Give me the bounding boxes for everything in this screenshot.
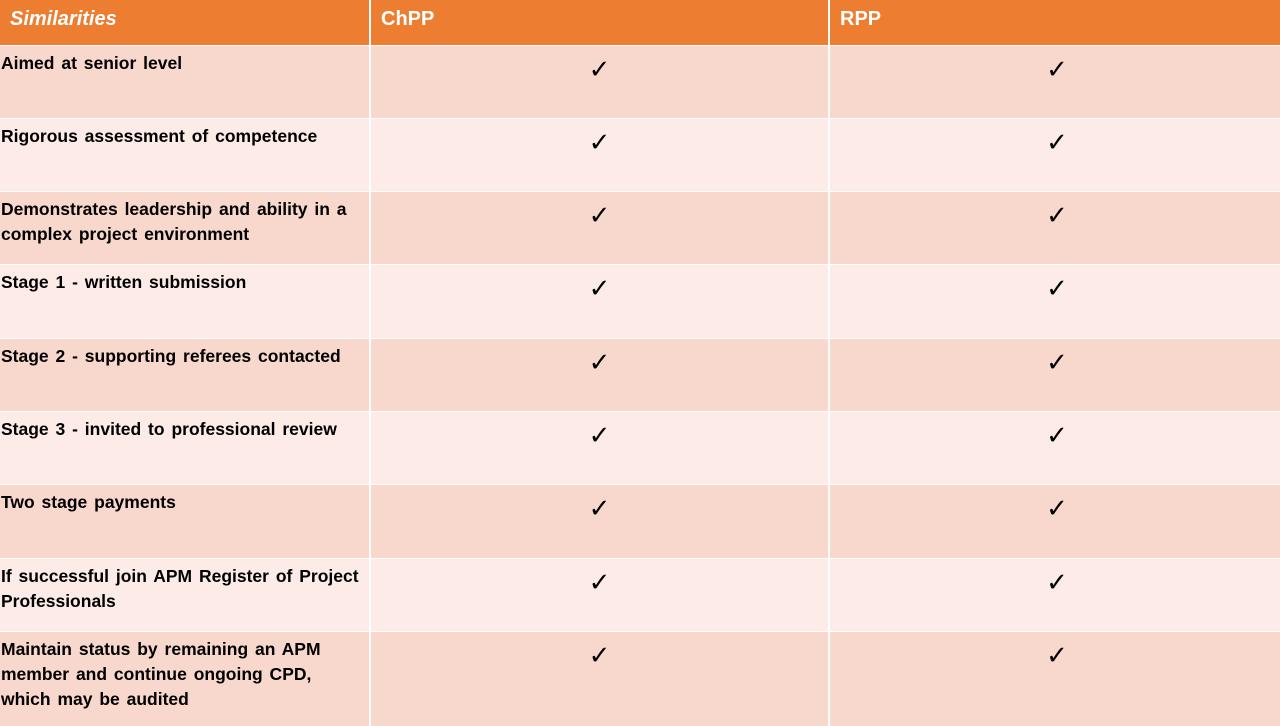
rpp-check-icon: ✓ <box>830 265 1280 338</box>
rpp-check-icon: ✓ <box>830 339 1280 411</box>
row-label: If successful join APM Register of Proje… <box>0 559 369 631</box>
rpp-check-icon: ✓ <box>830 192 1280 264</box>
row-label: Stage 1 - written submission <box>0 265 369 338</box>
chpp-check-icon: ✓ <box>371 339 828 411</box>
chpp-check-icon: ✓ <box>371 119 828 191</box>
row-label: Demonstrates leadership and ability in a… <box>0 192 369 264</box>
rpp-check-icon: ✓ <box>830 412 1280 484</box>
header-chpp: ChPP <box>371 0 828 45</box>
header-similarities: Similarities <box>0 0 369 45</box>
chpp-check-icon: ✓ <box>371 192 828 264</box>
chpp-check-icon: ✓ <box>371 632 828 726</box>
chpp-check-icon: ✓ <box>371 265 828 338</box>
chpp-check-icon: ✓ <box>371 412 828 484</box>
chpp-check-icon: ✓ <box>371 485 828 558</box>
row-label: Maintain status by remaining an APM memb… <box>0 632 369 726</box>
chpp-check-icon: ✓ <box>371 46 828 118</box>
row-label: Rigorous assessment of competence <box>0 119 369 191</box>
row-label: Two stage payments <box>0 485 369 558</box>
chpp-check-icon: ✓ <box>371 559 828 631</box>
row-label: Stage 2 - supporting referees contacted <box>0 339 369 411</box>
rpp-check-icon: ✓ <box>830 119 1280 191</box>
rpp-check-icon: ✓ <box>830 559 1280 631</box>
row-label: Aimed at senior level <box>0 46 369 118</box>
rpp-check-icon: ✓ <box>830 485 1280 558</box>
header-rpp: RPP <box>830 0 1280 45</box>
rpp-check-icon: ✓ <box>830 46 1280 118</box>
rpp-check-icon: ✓ <box>830 632 1280 726</box>
row-label: Stage 3 - invited to professional review <box>0 412 369 484</box>
